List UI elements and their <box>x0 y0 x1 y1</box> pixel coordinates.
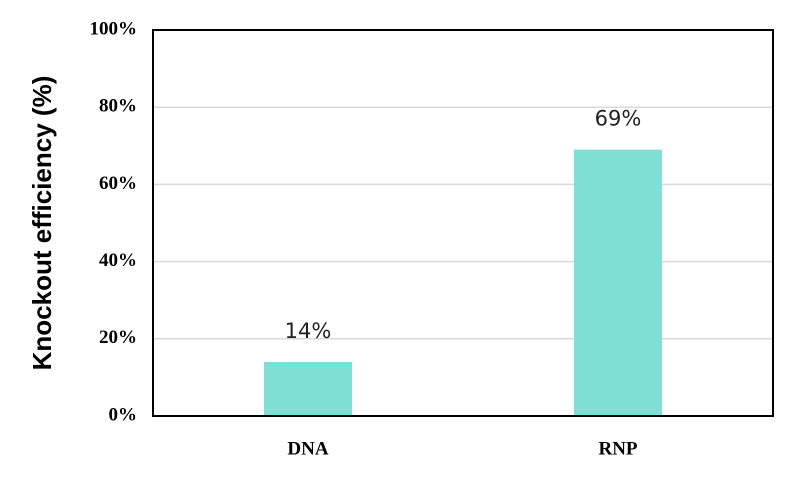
x-tick-label: DNA <box>287 438 328 459</box>
y-tick-label: 20% <box>99 327 137 348</box>
value-label: 14% <box>285 319 332 343</box>
y-tick-label: 60% <box>99 173 137 194</box>
y-tick-label: 40% <box>99 250 137 271</box>
bar <box>264 361 352 416</box>
y-axis-label: Knockout efficiency (%) <box>27 76 57 371</box>
plot-border <box>152 29 774 417</box>
x-tick-label: RNP <box>598 438 637 459</box>
value-label: 69% <box>595 107 642 131</box>
y-tick-label: 0% <box>109 404 138 425</box>
y-tick-label: 100% <box>90 18 138 39</box>
bar <box>574 149 662 416</box>
y-tick-label: 80% <box>99 96 137 117</box>
